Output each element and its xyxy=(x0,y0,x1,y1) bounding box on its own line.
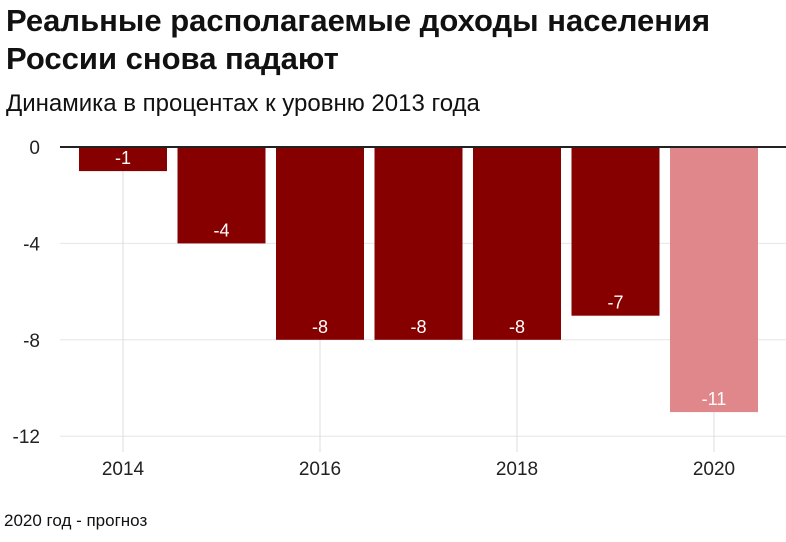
data-label: -1 xyxy=(115,148,131,168)
x-tick-label: 2020 xyxy=(693,459,735,480)
bar-2019 xyxy=(571,147,660,316)
data-label: -11 xyxy=(702,389,727,409)
x-tick-label: 2016 xyxy=(299,459,341,480)
data-label: -8 xyxy=(509,317,525,337)
bar-2015 xyxy=(177,147,266,244)
data-label: -7 xyxy=(607,293,623,313)
y-tick-label: -12 xyxy=(13,427,40,448)
y-tick-label: -8 xyxy=(23,331,40,352)
data-label: -8 xyxy=(312,317,328,337)
y-tick-label: 0 xyxy=(29,138,40,159)
bar-2017 xyxy=(374,147,463,340)
data-label: -8 xyxy=(410,317,426,337)
x-tick-label: 2018 xyxy=(496,459,538,480)
chart-subtitle: Динамика в процентах к уровню 2013 года xyxy=(6,90,480,117)
y-tick-label: -4 xyxy=(23,234,40,255)
bar-2016 xyxy=(276,147,364,340)
chart-title: Реальные располагаемые доходы населения … xyxy=(6,3,711,76)
bar-2018 xyxy=(473,147,561,340)
footnote: 2020 год - прогноз xyxy=(4,511,148,530)
bar-2020 xyxy=(670,147,758,413)
bar-2014 xyxy=(79,147,167,172)
x-tick-label: 2014 xyxy=(102,459,145,480)
data-label: -4 xyxy=(213,220,229,240)
